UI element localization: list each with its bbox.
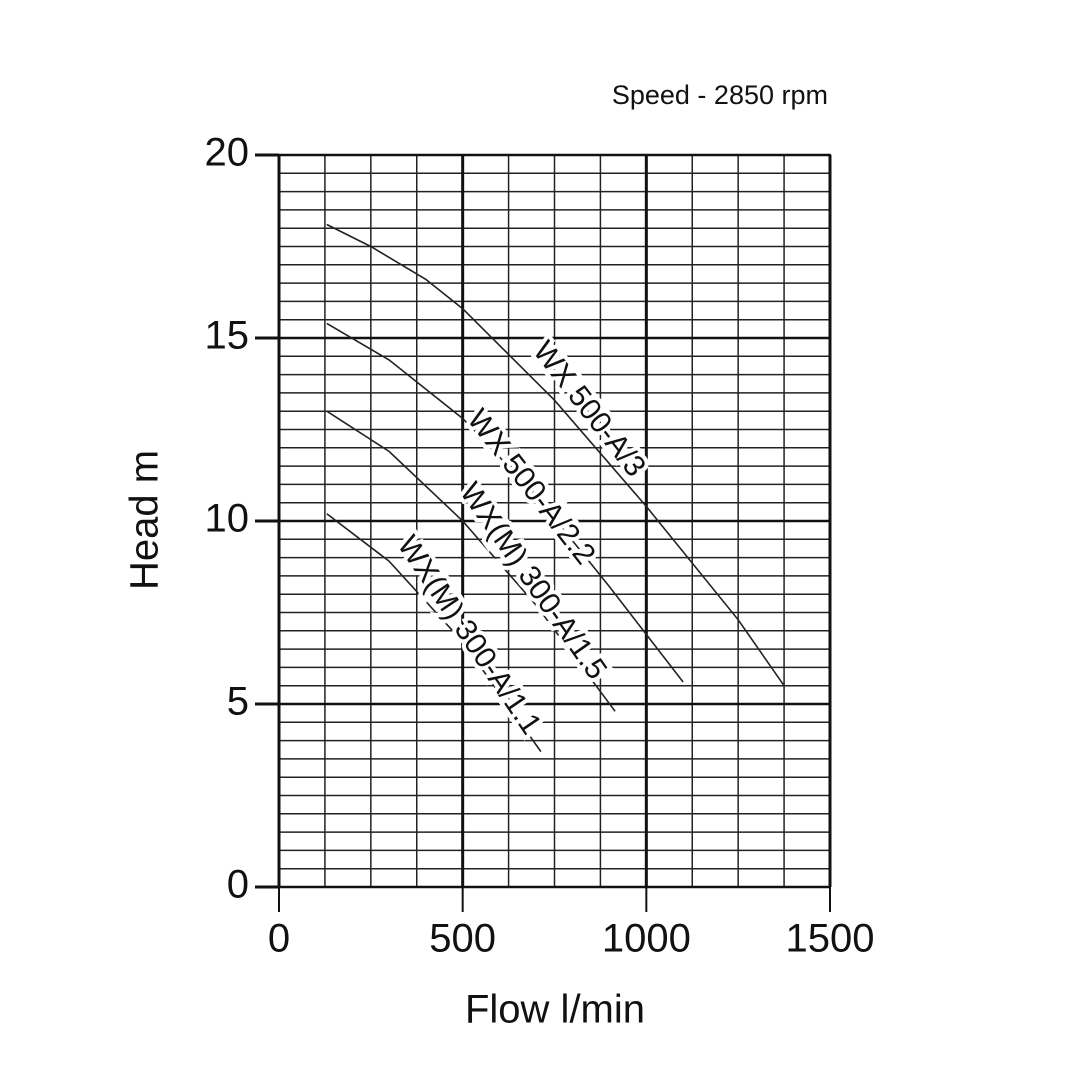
y-tick-label: 20 [205,131,250,175]
series-line [326,513,542,753]
x-tick-label: 500 [429,917,496,961]
series-line [326,322,684,683]
y-axis-label: Head m [123,450,167,590]
y-tick-label: 10 [205,497,250,541]
plot-frame [278,154,831,888]
x-tick-label: 1500 [786,917,875,961]
y-tick-label: 5 [227,680,249,724]
series-line [326,410,616,712]
y-tick-label: 0 [227,863,249,907]
x-axis-label: Flow l/min [465,988,645,1032]
x-tick-label: 0 [268,917,290,961]
x-tick-label: 1000 [602,917,691,961]
y-tick-label: 15 [205,314,250,358]
series-line [326,223,785,687]
chart-subtitle: Speed - 2850 rpm [612,80,828,110]
